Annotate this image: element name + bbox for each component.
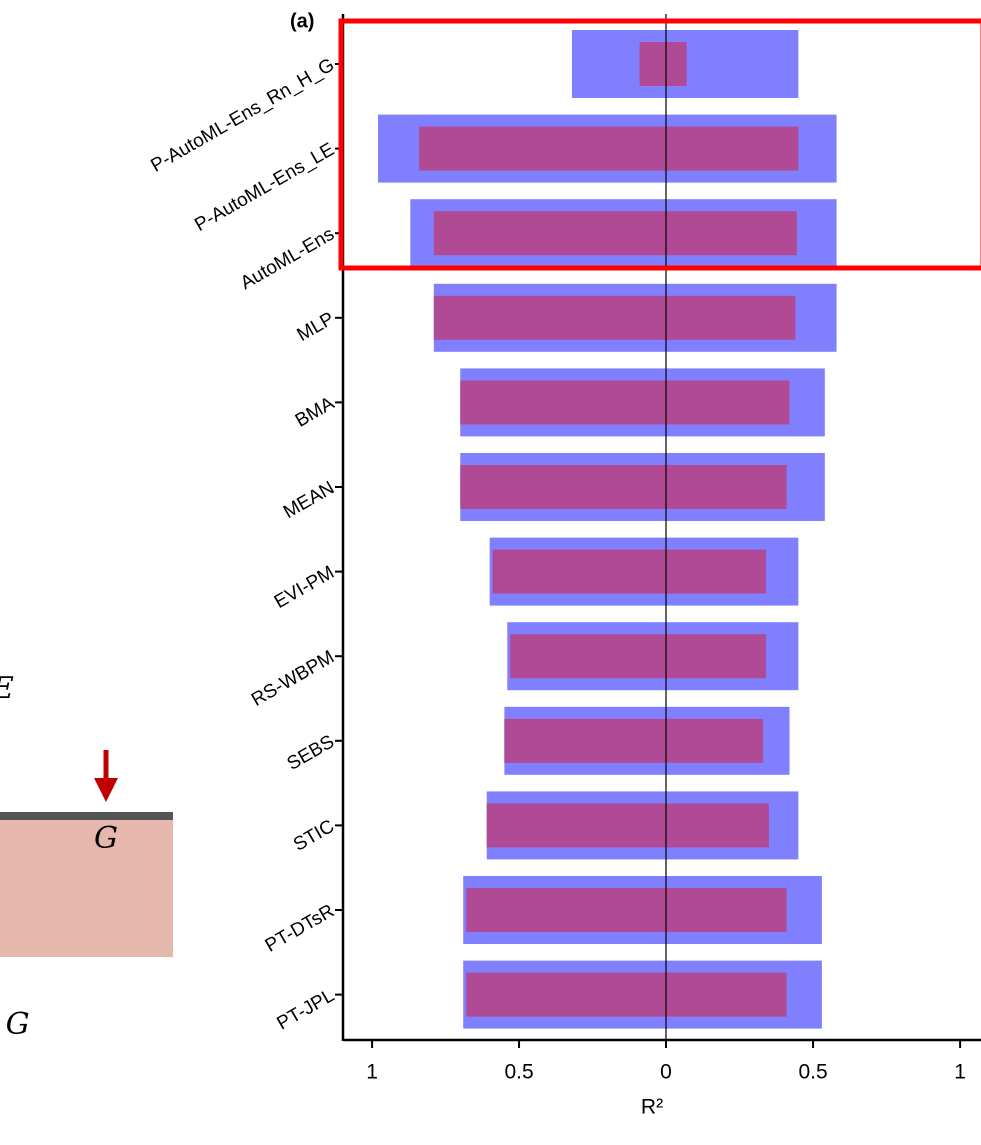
bar <box>419 127 666 171</box>
figure: E G - G 0.5100.51P-AutoML-Ens_Rn_H_GP-Au… <box>0 0 981 1145</box>
x-tick-label: 1 <box>954 1061 966 1084</box>
fragment-label: - G <box>0 1007 30 1042</box>
y-tick-label: PT-DTsR <box>262 900 338 956</box>
bar <box>434 296 666 340</box>
bar <box>666 296 795 340</box>
y-tick-label: EVI-PM <box>271 562 338 613</box>
x-tick-label: 0.5 <box>798 1061 827 1084</box>
bar <box>666 550 766 594</box>
bar <box>460 465 666 509</box>
panel-label: (a) <box>290 10 314 32</box>
y-tick-label: BMA <box>292 393 338 432</box>
bar <box>493 550 666 594</box>
bar <box>466 973 666 1017</box>
bar <box>434 211 666 255</box>
bar <box>666 211 797 255</box>
bar <box>666 127 798 171</box>
side-fragment: E G - G <box>0 671 173 1042</box>
page: {"fragment": {"labels": ["E", "G", "- G"… <box>0 0 981 1145</box>
y-tick-label: PT-JPL <box>274 985 338 1034</box>
x-axis-title: R² <box>641 1096 663 1119</box>
bar <box>666 634 766 678</box>
bar <box>487 803 666 847</box>
y-tick-label: AutoML-Ens <box>237 224 338 294</box>
fragment-label: G <box>94 821 118 856</box>
y-tick-label: RS-WBPM <box>248 647 338 711</box>
x-tick-label: 1 <box>366 1061 378 1084</box>
bar <box>640 42 666 86</box>
soil-block <box>0 818 173 957</box>
y-tick-label: STIC <box>290 816 338 856</box>
bar <box>666 888 787 932</box>
y-tick-label: MLP <box>294 308 338 346</box>
bar <box>666 719 763 763</box>
bar <box>666 42 687 86</box>
fragment-label: E <box>0 671 14 706</box>
arrow-head <box>94 778 118 802</box>
bar <box>666 803 769 847</box>
y-tick-label: P-AutoML-Ens_LE <box>191 139 338 236</box>
bar <box>666 465 787 509</box>
surface-line <box>0 812 173 820</box>
x-tick-label: 0 <box>660 1061 672 1084</box>
y-tick-label: MEAN <box>280 477 338 523</box>
x-tick-label: 0.5 <box>504 1061 533 1084</box>
bar <box>504 719 666 763</box>
bar <box>666 380 790 424</box>
bar <box>466 888 666 932</box>
bar <box>510 634 666 678</box>
bar <box>460 380 666 424</box>
bar <box>666 973 787 1017</box>
y-tick-label: SEBS <box>284 731 338 775</box>
